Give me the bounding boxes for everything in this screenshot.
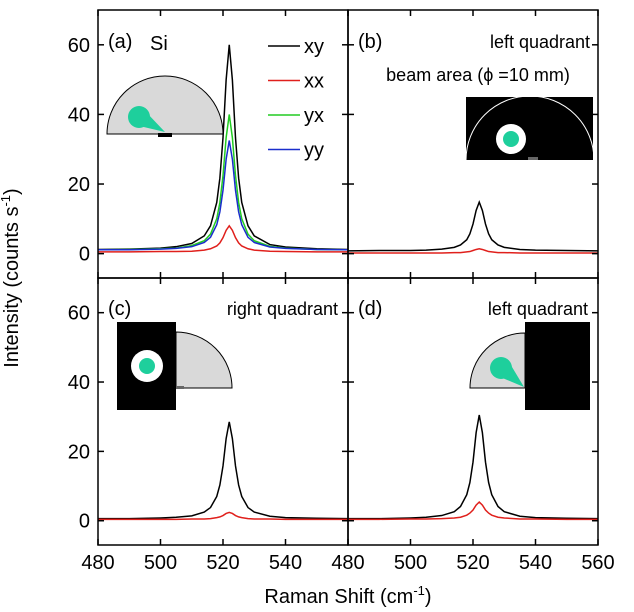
y-tick-label: 60 [68,303,90,325]
series-line [98,224,348,253]
y-tick-label: 20 [68,174,90,196]
legend-label: yx [304,105,324,127]
legend-label: xy [304,36,324,58]
x-tick-label: 480 [331,552,364,574]
annotation: (a) [108,31,132,53]
annotation: right quadrant [227,299,338,319]
y-tick-label: 60 [68,35,90,57]
annotation: beam area (ϕ =10 mm) [386,65,570,85]
x-tick-label: 520 [206,552,239,574]
annotation: (d) [358,298,382,320]
x-tick-label: 500 [144,552,177,574]
annotation: left quadrant [488,299,588,319]
legend-label: xx [304,71,324,93]
series-line [98,421,348,520]
y-tick-label: 0 [79,511,90,533]
y-tick-label: 0 [79,244,90,266]
series-line [98,140,348,251]
annotation: left quadrant [490,32,590,52]
legend-label: yy [304,140,324,162]
x-tick-label: 560 [581,552,614,574]
x-tick-label: 480 [81,552,114,574]
x-tick-label: 540 [269,552,302,574]
x-tick-label: 540 [519,552,552,574]
inset-a [106,75,224,137]
annotation: Si [150,33,168,55]
y-tick-label: 40 [68,372,90,394]
annotation: (b) [358,31,382,53]
series-line [348,414,598,520]
y-tick-label: 20 [68,441,90,463]
series-line [348,247,598,254]
series-line [98,44,348,251]
series-line [348,199,598,252]
inset-b [465,95,595,161]
series-line [98,511,348,521]
annotation: (c) [108,298,131,320]
y-tick-label: 40 [68,104,90,126]
y-axis-label: Intensity (counts s-1) [0,188,23,367]
x-axis-label: Raman Shift (cm-1) [264,583,431,608]
inset-c [117,322,233,410]
x-tick-label: 520 [456,552,489,574]
x-tick-label: 500 [394,552,427,574]
series-line [348,500,598,521]
inset-d [469,322,590,410]
